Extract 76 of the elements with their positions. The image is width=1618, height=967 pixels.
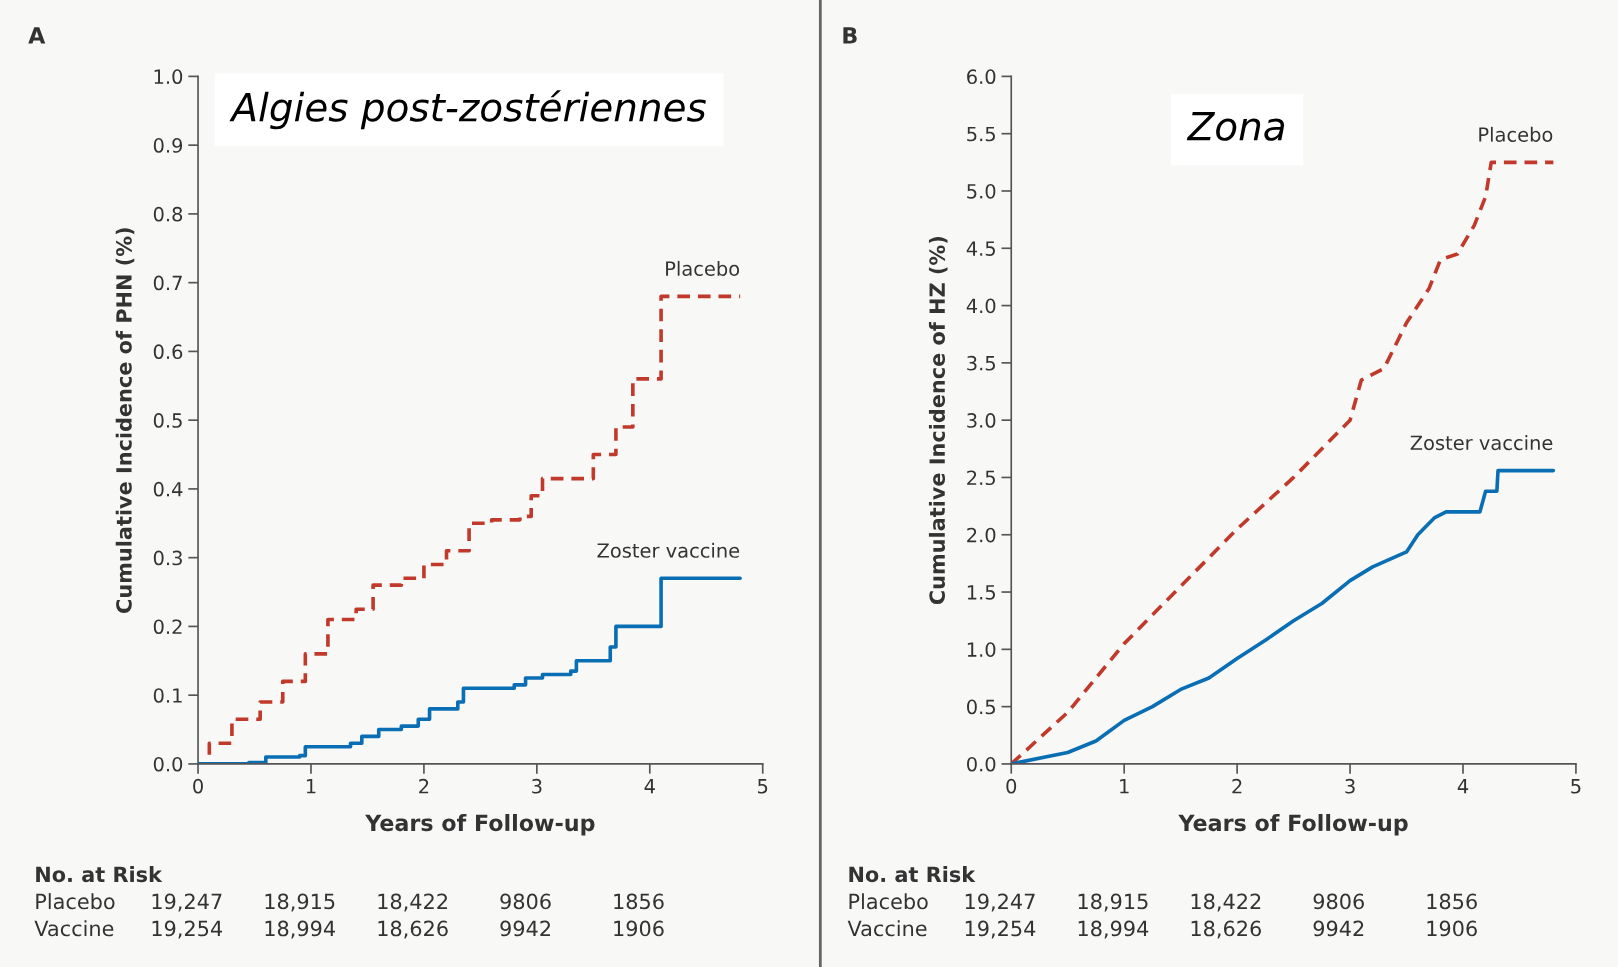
text: 9806 <box>500 893 551 910</box>
text: 18,626 <box>1191 920 1261 939</box>
y-tick-label: 2.5 <box>967 470 995 486</box>
x-tick-label: 3 <box>532 778 542 794</box>
x-tick-label: 2 <box>419 778 429 794</box>
y-tick-label: 4.5 <box>966 241 995 256</box>
text: 18,994 <box>265 920 335 939</box>
y-tick-label: 5.0 <box>967 183 996 199</box>
text: 1906 <box>1427 920 1477 937</box>
y-tick-label: 0.3 <box>153 550 182 566</box>
x-tick-label: 0 <box>1006 778 1017 794</box>
y-tick-label: 0.5 <box>967 699 995 715</box>
series-label: Zoster vaccine <box>597 542 740 558</box>
y-tick-label: 3.0 <box>967 413 996 428</box>
text: Placebo <box>36 893 115 910</box>
text: No. at Risk <box>849 866 976 883</box>
text: 19,254 <box>965 920 1036 939</box>
text: 18,915 <box>1078 893 1148 912</box>
y-tick-label: 5.5 <box>967 126 995 142</box>
text: 19,247 <box>965 893 1035 912</box>
line-series <box>1011 160 1556 764</box>
x-tick-label: 4 <box>1457 779 1469 794</box>
series-label: Placebo <box>666 260 740 276</box>
x-tick-label: 1 <box>306 779 316 794</box>
x-tick-label: 1 <box>1120 779 1129 794</box>
x-tick-label: 4 <box>644 779 655 794</box>
x-axis-title: Years of Follow-up <box>1178 814 1408 836</box>
x-tick-label: 3 <box>1345 778 1355 794</box>
text: 18,994 <box>1078 920 1149 939</box>
text: 1856 <box>1427 893 1477 910</box>
y-tick-label: 0.2 <box>153 619 182 635</box>
y-tick-label: 1.0 <box>154 69 183 85</box>
text: 9806 <box>1313 893 1364 910</box>
y-tick-label: 6.0 <box>967 69 996 85</box>
y-tick-label: 0.4 <box>153 481 183 497</box>
text: 19,247 <box>152 893 222 912</box>
y-tick-label: 1.5 <box>967 585 995 600</box>
series-label: Placebo <box>1479 126 1553 142</box>
x-tick-label: 2 <box>1232 778 1242 794</box>
text: 18,422 <box>378 893 447 912</box>
y-tick-label: 0.0 <box>153 756 183 772</box>
text: A <box>28 27 46 44</box>
x-tick-label: 5 <box>1571 779 1581 794</box>
text: Vaccine <box>34 920 114 937</box>
y-tick-label: 0.8 <box>153 206 183 222</box>
y-tick-label: 0.6 <box>153 344 183 360</box>
y-tick-label: 0.7 <box>153 275 182 291</box>
y-tick-label: 4.0 <box>966 298 996 314</box>
y-tick-label: 1.0 <box>967 642 996 657</box>
text: Placebo <box>849 893 928 910</box>
y-tick-label: 3.5 <box>967 355 995 371</box>
text: 1906 <box>614 920 664 937</box>
y-axis-title: Cumulative Incidence of HZ (%) <box>928 236 948 605</box>
text: 19,254 <box>152 920 223 939</box>
x-tick-label: 5 <box>758 779 768 794</box>
y-tick-label: 2.0 <box>967 527 996 543</box>
y-tick-label: 0.5 <box>153 413 182 428</box>
y-axis-title: Cumulative Incidence of PHN (%) <box>115 228 135 613</box>
text: Vaccine <box>847 920 927 937</box>
text: 18,422 <box>1191 893 1261 912</box>
line-series <box>1011 468 1556 764</box>
y-tick-label: 0.0 <box>967 756 996 772</box>
y-tick-label: 0.1 <box>153 688 182 703</box>
text: 18,915 <box>265 893 335 912</box>
text: 9942 <box>500 920 550 937</box>
text: 18,626 <box>378 920 448 939</box>
text: No. at Risk <box>36 866 163 883</box>
x-tick-label: 0 <box>193 778 203 794</box>
text: Zona <box>1186 111 1285 141</box>
y-tick-label: 0.9 <box>153 138 183 153</box>
text: B <box>843 27 857 44</box>
x-axis-title: Years of Follow-up <box>365 814 595 836</box>
series-label: Zoster vaccine <box>1410 435 1553 451</box>
text: 1856 <box>614 893 664 910</box>
chart-title: Algies post-zostériennes <box>229 90 706 130</box>
text: 9942 <box>1313 920 1364 937</box>
